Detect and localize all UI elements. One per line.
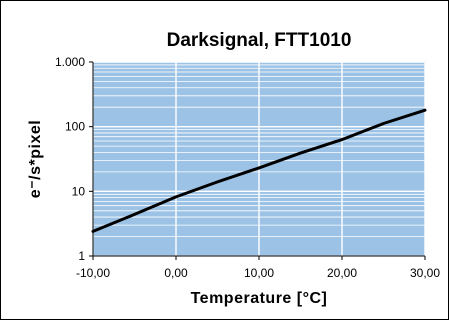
y-tick-label: 1 — [78, 249, 85, 263]
y-tick-label: 100 — [65, 120, 85, 134]
x-tick-label: 30,00 — [410, 266, 440, 280]
x-tick-label: 20,00 — [327, 266, 357, 280]
x-tick-label: 0,00 — [164, 266, 188, 280]
y-axis-title: e⁻/s*pixel — [27, 120, 44, 198]
chart-title: Darksignal, FTT1010 — [167, 30, 352, 51]
y-tick-label: 1.000 — [55, 55, 85, 69]
series-line-0 — [91, 108, 427, 233]
y-tick-labels: 1 10 100 1.000 — [55, 55, 85, 263]
x-tick-label: -10,00 — [76, 266, 110, 280]
x-tick-labels: -10,00 0,00 10,00 20,00 30,00 — [76, 266, 440, 280]
series-layer — [91, 108, 427, 233]
y-tick-label: 10 — [72, 184, 86, 198]
x-tick-label: 10,00 — [244, 266, 274, 280]
axes — [89, 61, 426, 260]
x-axis-title: Temperature [°C] — [191, 290, 328, 307]
